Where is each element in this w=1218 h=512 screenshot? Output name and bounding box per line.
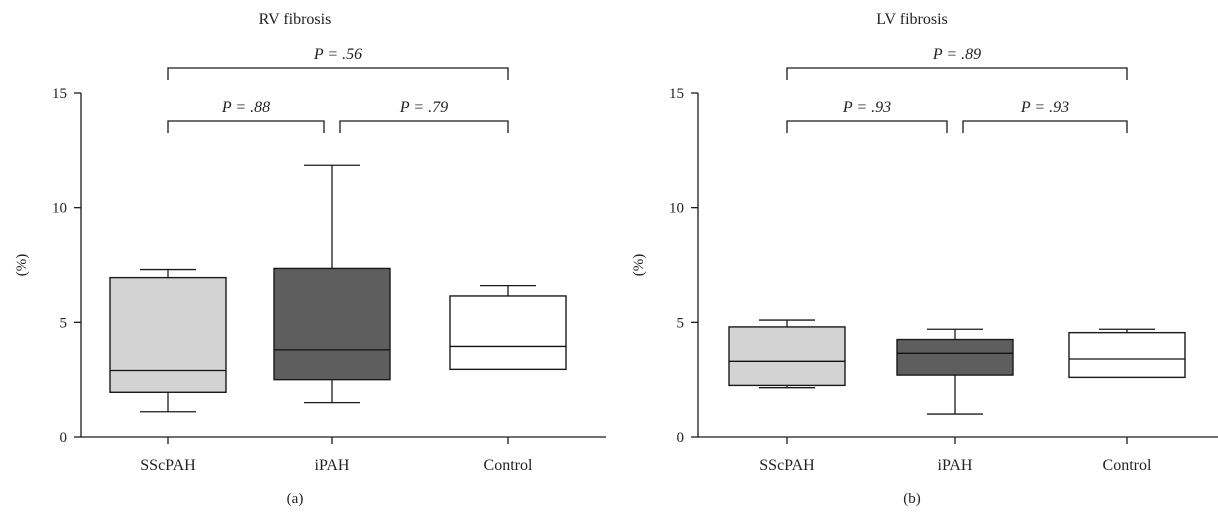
y-tick-label: 15 (52, 86, 67, 102)
comparison-bracket: P = .89 (786, 46, 1128, 80)
p-value-label: P = .79 (399, 99, 448, 116)
p-value-label: P = .93 (1020, 99, 1069, 116)
comparison-bracket: P = .93 (962, 99, 1128, 133)
chart-title: LV fibrosis (876, 11, 948, 28)
y-tick-label: 5 (60, 315, 68, 331)
bracket-line (167, 67, 509, 80)
iqr-box (896, 338, 1014, 376)
y-tick-label: 5 (677, 315, 685, 331)
box-control (1068, 328, 1186, 379)
iqr-box (273, 267, 391, 381)
p-value-label: P = .89 (932, 46, 981, 63)
x-tick-label: SScPAH (759, 457, 815, 474)
y-axis-label: (%) (14, 254, 30, 277)
comparison-bracket: P = .79 (339, 99, 509, 133)
panel-caption: (b) (903, 491, 921, 507)
chart-title: RV fibrosis (259, 11, 332, 28)
bracket-line (167, 120, 325, 133)
y-tick-label: 10 (669, 201, 684, 217)
box-sscpah (109, 268, 227, 413)
iqr-box (109, 276, 227, 393)
comparison-bracket: P = .56 (167, 46, 509, 80)
y-tick-label: 15 (669, 86, 684, 102)
comparison-bracket: P = .88 (167, 99, 325, 133)
y-tick-label: 0 (60, 430, 68, 446)
box-ipah (273, 164, 391, 404)
x-tick-label: Control (484, 457, 533, 474)
p-value-label: P = .93 (842, 99, 891, 116)
x-tick-label: iPAH (315, 457, 350, 474)
bracket-line (786, 120, 948, 133)
p-value-label: P = .88 (221, 99, 270, 116)
panel-caption: (a) (287, 491, 304, 507)
panel-a: RV fibrosis 0 5 10 15 (%) SScPAH iPAH Control (a)… (14, 11, 606, 507)
bracket-line (339, 120, 509, 133)
y-tick-label: 10 (52, 201, 67, 217)
box-sscpah (728, 319, 846, 389)
p-value-label: P = .56 (313, 46, 362, 63)
box-control (449, 284, 567, 371)
x-tick-label: Control (1103, 457, 1152, 474)
y-axis-label: (%) (631, 254, 647, 277)
comparison-bracket: P = .93 (786, 99, 948, 133)
x-tick-label: SScPAH (140, 457, 196, 474)
panel-b: LV fibrosis 0 5 10 15 (%) SScPAH iPAH Control (b)… (631, 11, 1218, 507)
bracket-line (962, 120, 1128, 133)
x-tick-label: iPAH (938, 457, 973, 474)
iqr-box (728, 326, 846, 387)
iqr-box (1068, 331, 1186, 379)
y-tick-label: 0 (677, 430, 685, 446)
box-ipah (896, 328, 1014, 415)
iqr-box (449, 295, 567, 371)
bracket-line (786, 67, 1128, 80)
